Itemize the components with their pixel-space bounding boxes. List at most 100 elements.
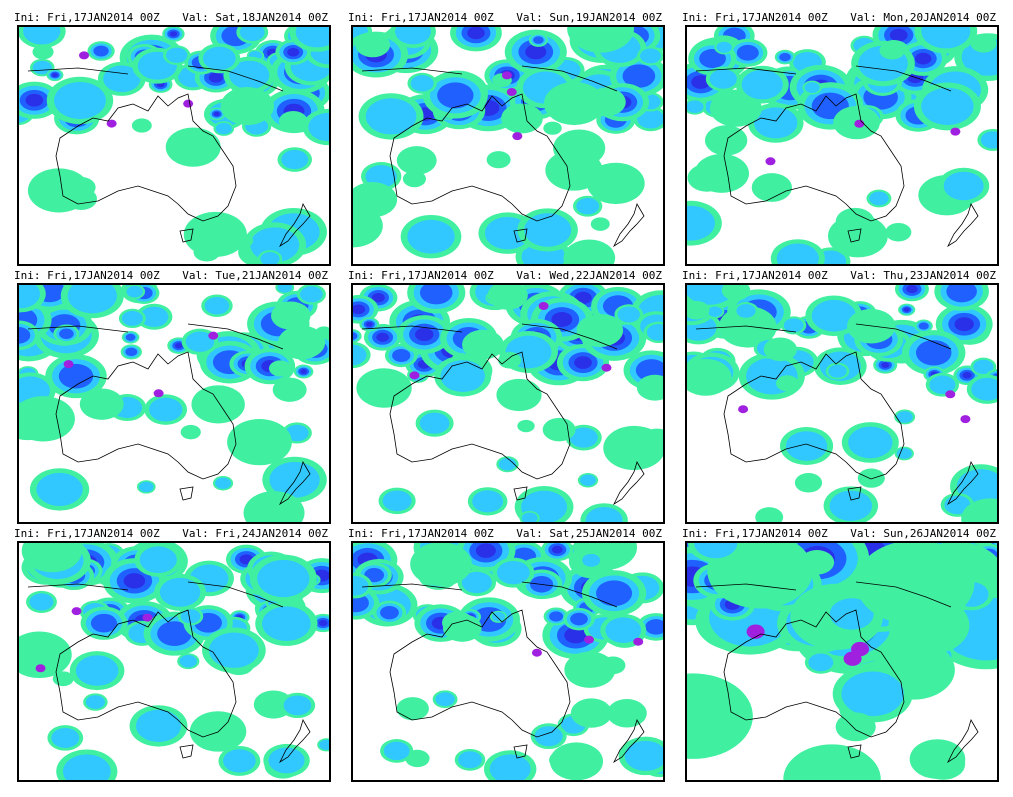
- precip-blob: [67, 284, 117, 314]
- precip-blob: [517, 419, 535, 433]
- init-label: Ini: Fri,17JAN2014 00Z: [14, 11, 160, 24]
- precip-blob: [779, 52, 791, 62]
- precip-blob: [596, 580, 633, 607]
- precip-blob: [352, 575, 369, 596]
- precip-blob: [763, 337, 797, 362]
- precip-blob: [489, 754, 531, 781]
- precip-blob: [946, 284, 977, 303]
- precip-blob: [785, 431, 828, 461]
- precip-blob: [352, 332, 358, 340]
- precip-blob: [204, 297, 230, 315]
- precip-blob: [208, 72, 224, 83]
- map-panel: Ini: Fri,17JAN2014 00Z Val: Wed,22JAN2014…: [348, 269, 665, 524]
- precip-blob: [857, 468, 885, 488]
- coastline: [279, 719, 311, 764]
- precip-blob: [402, 170, 427, 188]
- precip-blob: [281, 149, 309, 170]
- precip-core: [512, 132, 523, 141]
- coastline: [27, 581, 284, 608]
- precip-blob: [637, 109, 664, 129]
- precip-blob: [283, 695, 312, 716]
- precip-blob: [410, 542, 472, 587]
- init-label: Ini: Fri,17JAN2014 00Z: [682, 269, 828, 282]
- precip-blob: [524, 213, 572, 247]
- init-label: Ini: Fri,17JAN2014 00Z: [348, 269, 494, 282]
- precip-field: [18, 26, 330, 265]
- precip-core: [142, 613, 153, 622]
- init-label: Ini: Fri,17JAN2014 00Z: [14, 527, 160, 540]
- precip-blob: [794, 473, 823, 493]
- precip-blob: [686, 205, 715, 241]
- precip-blob: [686, 358, 732, 396]
- precip-blob: [18, 327, 31, 344]
- precip-blob: [576, 313, 624, 348]
- precip-blob: [582, 553, 601, 567]
- precip-blob: [736, 303, 756, 318]
- precip-blob: [586, 162, 645, 205]
- precip-blob: [645, 619, 664, 635]
- precip-blob: [564, 627, 587, 644]
- precip-blob: [544, 81, 605, 126]
- coastline: [695, 65, 952, 92]
- precip-blob: [563, 239, 616, 265]
- precip-blob: [185, 331, 215, 352]
- precip-blob: [944, 495, 971, 515]
- coastline: [847, 228, 862, 243]
- precip-core: [71, 607, 82, 616]
- precip-blob: [475, 543, 496, 558]
- precip-blob: [209, 632, 259, 668]
- precip-blob: [783, 318, 804, 333]
- precip-blob: [804, 82, 820, 93]
- precip-blob: [906, 285, 918, 294]
- valid-label: Val: Sun,26JAN2014 00Z: [850, 527, 996, 540]
- precip-blob: [437, 82, 474, 109]
- precip-blob: [419, 284, 453, 305]
- init-label: Ini: Fri,17JAN2014 00Z: [682, 11, 828, 24]
- valid-label: Val: Tue,21JAN2014 00Z: [182, 269, 328, 282]
- precip-blob: [741, 69, 783, 100]
- panel-frame: [17, 283, 331, 524]
- precip-blob: [903, 307, 910, 312]
- precip-blob: [262, 606, 311, 641]
- panel-frame: [685, 283, 999, 524]
- precip-blob: [407, 219, 455, 254]
- precip-core: [63, 360, 74, 369]
- valid-label: Val: Wed,22JAN2014 00Z: [516, 269, 662, 282]
- precip-field: [18, 284, 330, 523]
- coastline: [55, 93, 237, 222]
- precip-blob: [590, 217, 610, 231]
- coastline: [695, 323, 952, 350]
- precip-blob: [970, 34, 997, 53]
- precip-blob: [686, 100, 704, 113]
- precip-blob: [640, 48, 661, 64]
- precip-blob: [318, 619, 328, 627]
- coastline: [513, 228, 528, 243]
- init-label: Ini: Fri,17JAN2014 00Z: [348, 527, 494, 540]
- precip-blob: [54, 81, 106, 120]
- precip-blob: [356, 368, 412, 408]
- precip-blob: [472, 490, 504, 513]
- precip-blob: [278, 110, 308, 132]
- precip-blob: [220, 87, 274, 126]
- precip-blob: [686, 701, 730, 744]
- precip-blob: [754, 107, 798, 139]
- precip-field: [686, 284, 998, 523]
- precip-blob: [885, 222, 912, 242]
- precip-blob: [179, 655, 197, 668]
- precip-core: [960, 415, 971, 424]
- precip-blob: [85, 695, 105, 709]
- precip-blob: [915, 340, 952, 366]
- precip-blob: [269, 461, 320, 498]
- precip-blob: [881, 362, 890, 368]
- precip-blob: [139, 546, 177, 573]
- precip-core: [633, 637, 644, 646]
- precip-blob: [278, 325, 326, 360]
- precip-blob: [18, 631, 72, 678]
- precip-blob: [392, 348, 411, 363]
- precip-blob: [125, 333, 136, 341]
- precip-blob: [93, 45, 109, 57]
- precip-blob: [918, 322, 929, 330]
- panel-frame: [17, 25, 331, 266]
- precip-core: [506, 88, 517, 97]
- precip-blob: [461, 571, 492, 594]
